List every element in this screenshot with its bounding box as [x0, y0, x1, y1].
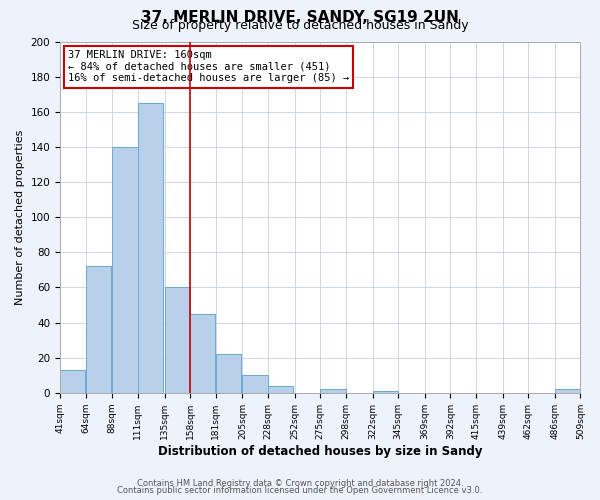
Text: Contains public sector information licensed under the Open Government Licence v3: Contains public sector information licen… [118, 486, 482, 495]
X-axis label: Distribution of detached houses by size in Sandy: Distribution of detached houses by size … [158, 444, 482, 458]
Bar [60, 370, 85, 393]
Y-axis label: Number of detached properties: Number of detached properties [15, 130, 25, 305]
Bar [268, 386, 293, 393]
Bar [138, 103, 163, 393]
Text: 37 MERLIN DRIVE: 160sqm
← 84% of detached houses are smaller (451)
16% of semi-d: 37 MERLIN DRIVE: 160sqm ← 84% of detache… [68, 50, 349, 84]
Bar [373, 391, 398, 393]
Text: Size of property relative to detached houses in Sandy: Size of property relative to detached ho… [131, 19, 469, 32]
Bar [190, 314, 215, 393]
Bar [242, 376, 268, 393]
Bar [320, 390, 346, 393]
Bar [555, 390, 580, 393]
Text: 37, MERLIN DRIVE, SANDY, SG19 2UN: 37, MERLIN DRIVE, SANDY, SG19 2UN [141, 10, 459, 25]
Bar [86, 266, 111, 393]
Bar [164, 288, 190, 393]
Bar [216, 354, 241, 393]
Bar [112, 147, 137, 393]
Text: Contains HM Land Registry data © Crown copyright and database right 2024.: Contains HM Land Registry data © Crown c… [137, 478, 463, 488]
